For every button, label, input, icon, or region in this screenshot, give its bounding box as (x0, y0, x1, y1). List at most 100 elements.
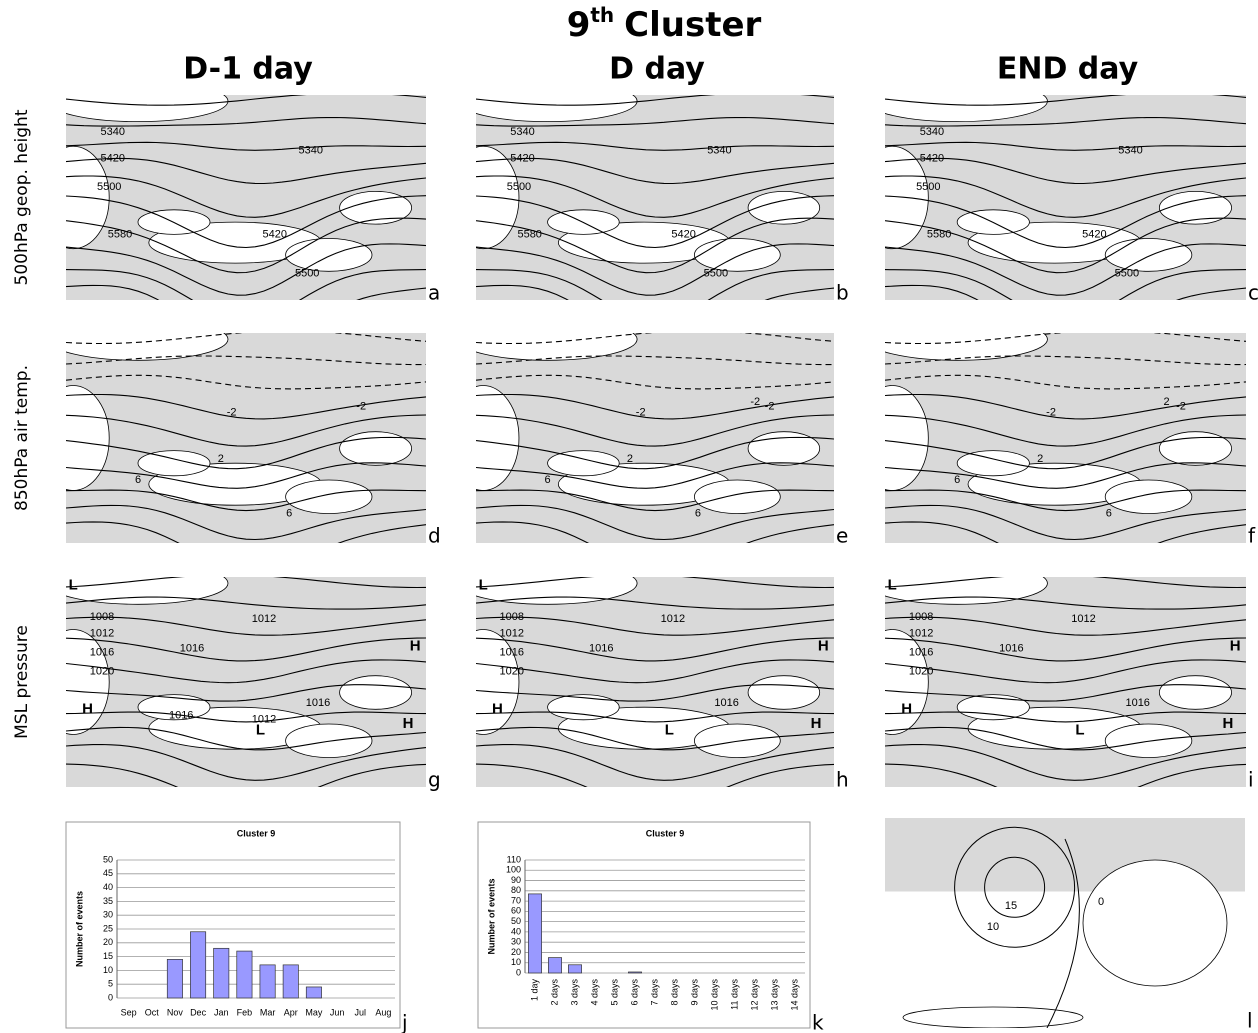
contour-label: 1020 (90, 665, 114, 677)
sea (137, 450, 211, 477)
y-tick-label: 20 (103, 937, 113, 947)
x-tick-label: 10 days (709, 979, 719, 1011)
contour (66, 116, 426, 127)
contour (1046, 838, 1080, 1028)
contour-label: 1016 (306, 697, 330, 709)
panel-letter: e (836, 524, 848, 548)
contour-label: L (665, 721, 674, 738)
sea (1104, 238, 1193, 272)
x-tick-label: 2 days (549, 979, 559, 1006)
sea (66, 385, 110, 491)
contour (476, 637, 834, 662)
contour-label: 1016 (169, 710, 193, 722)
sea (1104, 479, 1193, 514)
sea (1082, 859, 1228, 987)
contour (66, 333, 426, 345)
x-tick-label: Aug (375, 1007, 391, 1017)
map-panel: -2 -2 2 6 6 2 f (885, 333, 1256, 548)
map-body: -2 -2 2 6 6 (66, 333, 426, 543)
contour (885, 504, 1246, 541)
contour-label: 6 (695, 508, 701, 520)
y-tick-label: 10 (511, 957, 521, 967)
contour (66, 659, 426, 684)
contour (885, 616, 1246, 636)
contour-label: -2 (1176, 400, 1186, 412)
y-tick-label: 70 (511, 895, 521, 905)
x-tick-label: Mar (260, 1007, 276, 1017)
y-tick-label: 0 (516, 967, 521, 977)
contour-label: 5420 (671, 228, 695, 240)
contour-label: 5500 (916, 181, 940, 193)
contour-label: 1012 (252, 613, 276, 625)
y-tick-label: 110 (507, 854, 521, 864)
contour (885, 393, 1246, 420)
contour (476, 269, 834, 300)
contour (66, 743, 426, 781)
x-tick-label: 6 days (629, 979, 639, 1006)
x-tick-label: Jan (214, 1007, 229, 1017)
contour-label: 6 (545, 474, 551, 486)
contour (66, 577, 426, 589)
contour (885, 195, 1246, 249)
map-panel: L 1008 1012 1016 1020 1012 1016 H H 1016 L H 1016 101… (66, 577, 441, 792)
contour (476, 195, 834, 249)
contour-label: 5420 (920, 152, 944, 164)
contour-label: 10 (987, 921, 999, 933)
y-axis-label: Number of events (74, 891, 84, 967)
bar (628, 971, 642, 974)
sea (285, 479, 373, 514)
contour-label: 5340 (707, 144, 731, 156)
contour-label: L (479, 576, 488, 593)
contour (476, 743, 834, 781)
contour (885, 726, 1246, 751)
x-tick-label: Jun (330, 1007, 345, 1017)
contour (66, 726, 426, 751)
contour (476, 659, 834, 684)
contour (885, 711, 1246, 723)
contour (66, 141, 426, 151)
sea (902, 1006, 1084, 1028)
map-body: 5340 5340 5420 5500 5580 5420 5500 (476, 95, 834, 300)
chart-frame (477, 821, 811, 1029)
contour-label: 6 (286, 508, 292, 520)
row-label: MSL pressure (12, 625, 32, 739)
map-panel: 5340 5340 5420 5500 5580 5420 5500 a (66, 95, 440, 305)
bar (236, 950, 253, 999)
sea (885, 95, 1048, 123)
panel-letter: c (1248, 281, 1258, 305)
contour (66, 269, 426, 300)
sea (476, 333, 638, 361)
figure-title: 9th Cluster (567, 3, 762, 45)
contour-label: -2 (750, 396, 760, 408)
contour (476, 596, 834, 610)
contour-label: H (811, 715, 822, 732)
contour-label: 1016 (999, 642, 1023, 654)
contour (476, 157, 834, 185)
contour (885, 217, 1246, 274)
contour-label: H (818, 637, 829, 654)
contour-label: 5580 (108, 228, 132, 240)
y-tick-label: 10 (103, 965, 113, 975)
contour-label: 5420 (263, 228, 287, 240)
sea (547, 694, 620, 721)
sea (547, 450, 620, 477)
y-tick-label: 40 (103, 882, 113, 892)
contour-label: 1012 (252, 714, 276, 726)
bar (259, 964, 276, 999)
panel-letter: h (836, 768, 849, 792)
map-panel: -2 -2 2 6 6 -2 e (476, 333, 848, 548)
chart-frame (65, 821, 401, 1029)
contour-label: 1012 (909, 628, 933, 640)
contour (885, 763, 1246, 787)
contour-label: -2 (1046, 407, 1056, 419)
contour-label: -2 (765, 400, 775, 412)
y-tick-label: 0 (108, 992, 113, 1002)
map-body: 15 10 0 (885, 818, 1245, 1028)
sea (885, 629, 929, 735)
contour (885, 157, 1246, 185)
row-label: 500hPa geop. height (12, 109, 32, 285)
x-tick-label: 1 day (529, 979, 539, 1002)
contour (885, 684, 1246, 702)
contour (476, 217, 834, 274)
map-body: 5340 5340 5420 5500 5580 5420 5500 (885, 95, 1246, 300)
